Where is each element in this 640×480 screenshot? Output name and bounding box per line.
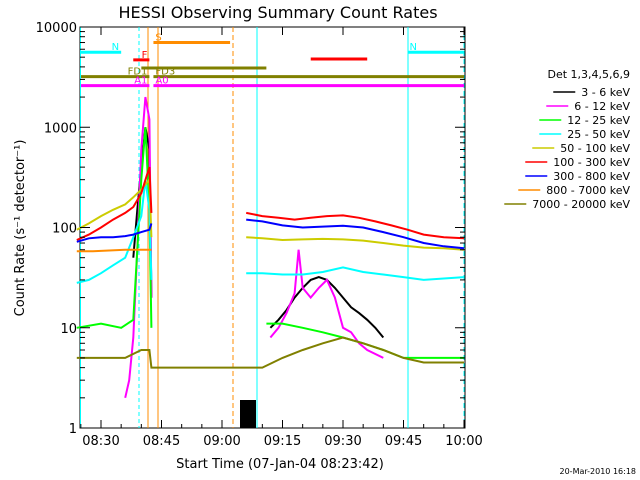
legend-entry-4: 50 - 100 keV <box>560 142 630 155</box>
x-tick-label-1: 08:45 <box>143 434 180 449</box>
x-tick-label-6: 10:00 <box>445 434 482 449</box>
series-layer <box>76 96 465 399</box>
flag-label-1: N <box>112 42 119 53</box>
flag-label-8: A1 <box>134 76 147 87</box>
flag-label-0: S <box>155 33 161 44</box>
plot-frame <box>79 26 466 429</box>
series-line-3-0 <box>76 179 153 284</box>
series-line-5-1 <box>246 211 465 240</box>
legend-entry-2: 12 - 25 keV <box>567 114 630 127</box>
x-tick-label-3: 09:15 <box>264 434 301 449</box>
legend-entry-8: 7000 - 20000 keV <box>532 198 630 211</box>
flag-label-7: FD3 <box>155 67 175 78</box>
series-line-7-0 <box>76 248 152 253</box>
series-line-6-0 <box>76 223 153 243</box>
legend-entry-5: 100 - 300 keV <box>553 156 630 169</box>
x-tick-label-5: 09:45 <box>385 434 422 449</box>
y-tick-label-1: 10 <box>60 322 77 337</box>
series-line-8-0 <box>76 336 464 369</box>
y-axis-label: Count Rate (s⁻¹ detector⁻¹) <box>13 140 28 317</box>
y-tick-label-4: 10000 <box>36 21 77 36</box>
x-tick-label-2: 09:00 <box>203 434 240 449</box>
y-tick-label-3: 1000 <box>44 121 77 136</box>
flag-label-5: FD1 <box>128 67 148 78</box>
legend-entry-0: 3 - 6 keV <box>581 86 630 99</box>
series-line-4-1 <box>246 236 465 251</box>
timestamp-footer: 20-Mar-2010 16:18 <box>560 467 637 476</box>
legend-entry-6: 300 - 800 keV <box>553 170 630 183</box>
flags-layer: S N N F FD1 FD3 A1 A0 <box>81 33 464 88</box>
series-line-4-0 <box>76 177 153 238</box>
series-line-6-1 <box>246 218 465 250</box>
x-axis-label: Start Time (07-Jan-04 08:23:42) <box>176 457 384 472</box>
axes-layer: 08:30 08:45 09:00 09:15 09:30 09:45 10:00 1 10 10… <box>36 21 483 449</box>
flag-label-9: A0 <box>155 76 168 87</box>
series-line-5-0 <box>76 166 153 241</box>
data-gap-block <box>240 400 256 428</box>
series-line-0-1 <box>269 276 385 339</box>
y-tick-label-0: 1 <box>69 422 77 437</box>
series-line-3-1 <box>246 266 465 281</box>
x-tick-label-4: 09:30 <box>324 434 361 449</box>
series-line-1-1 <box>269 249 384 359</box>
legend-title: Det 1,3,4,5,6,9 <box>547 68 630 81</box>
y-tick-label-2: 100 <box>52 222 77 237</box>
legend-entry-3: 25 - 50 keV <box>567 128 630 141</box>
legend-entry-1: 6 - 12 keV <box>574 100 630 113</box>
chart-title: HESSI Observing Summary Count Rates <box>118 3 437 22</box>
x-tick-label-0: 08:30 <box>82 434 119 449</box>
flag-label-4: F <box>142 50 148 61</box>
flag-label-2: N <box>410 42 417 53</box>
legend-entry-7: 800 - 7000 keV <box>546 184 630 197</box>
